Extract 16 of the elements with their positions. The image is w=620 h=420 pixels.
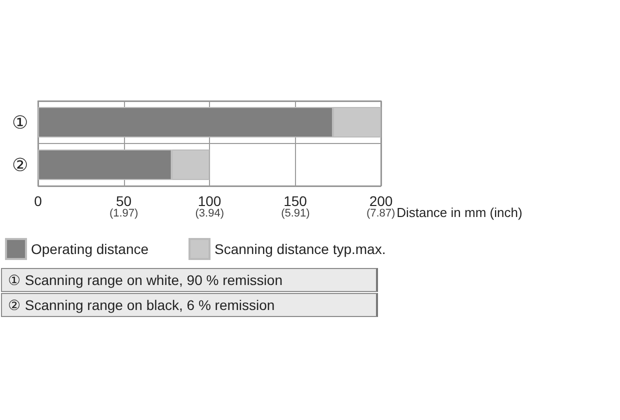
y-tick-label: ① — [12, 112, 28, 132]
x-tick-label: 0 — [34, 193, 42, 209]
legend-label: Operating distance — [31, 241, 149, 257]
x-axis-title: Distance in mm (inch) — [396, 205, 522, 220]
x-tick-label: 50 — [116, 193, 132, 209]
x2-tick-label: (1.97) — [109, 208, 138, 220]
legend-label: Scanning distance typ.max. — [214, 241, 386, 257]
y-tick-label: ② — [12, 154, 28, 175]
x-tick-label: 150 — [284, 193, 308, 209]
x-tick-label: 100 — [198, 193, 222, 209]
text: ② Scanning range on black, 6 % remission — [1, 293, 378, 317]
x-tick-label: 200 — [369, 193, 393, 209]
x2-tick-label: (7.87) — [366, 208, 396, 220]
x2-tick-label: (5.91) — [281, 208, 310, 220]
text: ① Scanning range on white, 90 % remission — [1, 268, 378, 292]
x2-tick-label: (3.94) — [195, 208, 224, 220]
